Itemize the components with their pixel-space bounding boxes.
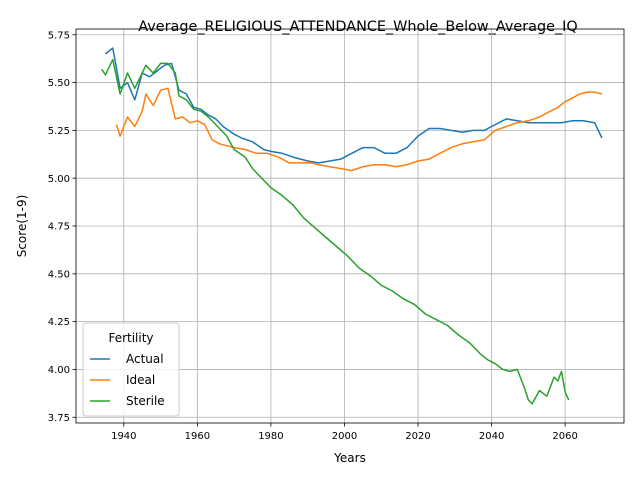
y-tick-label: 3.75 (48, 413, 70, 424)
y-tick-label: 5.00 (48, 174, 70, 185)
y-tick-label: 4.75 (48, 222, 70, 233)
legend: Fertility Actual Ideal Sterile (83, 323, 179, 416)
x-axis-label: Years (333, 451, 366, 465)
chart-title: Average_RELIGIOUS_ATTENDANCE_Whole_Below… (138, 19, 577, 35)
y-tick-label: 5.75 (48, 30, 70, 41)
y-tick-label: 4.00 (48, 365, 70, 376)
legend-label-actual: Actual (126, 352, 164, 366)
x-tick-label: 2040 (479, 431, 504, 442)
y-tick-label: 4.25 (48, 317, 70, 328)
y-tick-label: 5.50 (48, 78, 70, 89)
x-tick-label: 1960 (185, 431, 210, 442)
x-tick-label: 2000 (332, 431, 357, 442)
legend-label-sterile: Sterile (126, 394, 165, 408)
y-tick-label: 5.25 (48, 126, 70, 137)
x-tick-label: 2060 (552, 431, 577, 442)
legend-title: Fertility (108, 331, 153, 345)
x-tick-label: 1980 (258, 431, 283, 442)
y-tick-label: 4.50 (48, 269, 70, 280)
x-tick-label: 2020 (405, 431, 430, 442)
legend-label-ideal: Ideal (126, 373, 155, 387)
y-axis-label: Score(1-9) (15, 195, 29, 258)
x-tick-label: 1940 (111, 431, 136, 442)
